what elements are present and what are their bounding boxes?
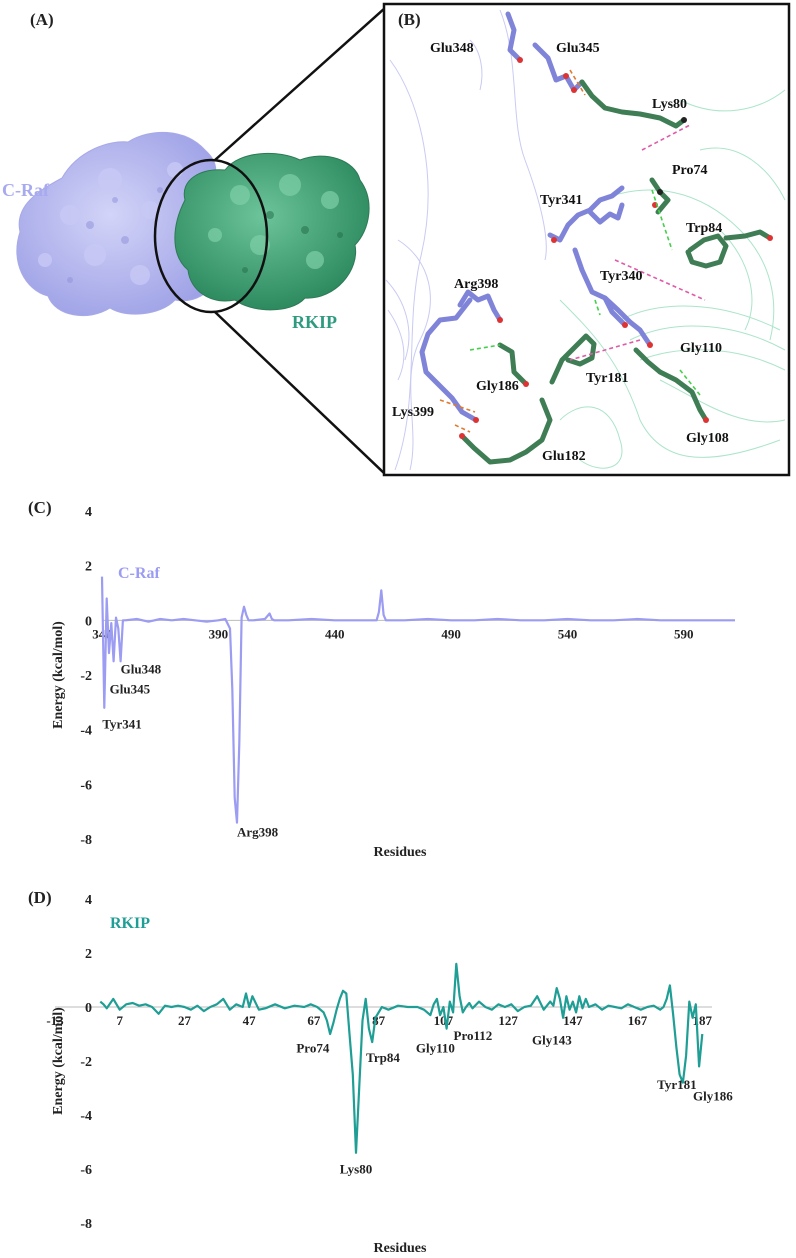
panel-b-label: (B) xyxy=(398,10,421,29)
residue-label-gly108: Gly108 xyxy=(686,431,729,446)
craf-surface-label: C-Raf xyxy=(2,180,49,200)
chart-d-y-tick-label: 4 xyxy=(85,893,92,908)
chart-c-y-tick-label: -6 xyxy=(80,778,92,793)
residue-label-trp84: Trp84 xyxy=(686,221,722,236)
chart-d-y-tick-label: 0 xyxy=(85,1001,92,1016)
rkip-surface-label: RKIP xyxy=(292,312,337,332)
chart-d-annotation: Lys80 xyxy=(340,1162,373,1177)
residue-label-lys80: Lys80 xyxy=(652,97,687,112)
chart-d-x-tick-label: -13 xyxy=(46,1013,64,1028)
chart-d-x-tick-label: 7 xyxy=(116,1013,123,1028)
panel-c-label: (C) xyxy=(28,498,52,517)
chart-d-annotation: Gly143 xyxy=(532,1033,572,1048)
chart-d-x-tick-label: 167 xyxy=(628,1013,648,1028)
chart-c-y-tick-label: 2 xyxy=(85,560,92,575)
chart-d-title: RKIP xyxy=(110,915,150,932)
residue-label-lys399: Lys399 xyxy=(392,405,434,420)
panel-a-label: (A) xyxy=(30,10,54,29)
chart-c-x-tick-label: 590 xyxy=(674,626,694,641)
chart-c-y-axis-label: Energy (kcal/mol) xyxy=(51,621,66,729)
chart-d-annotation: Pro74 xyxy=(296,1041,329,1056)
chart-c-x-tick-label: 490 xyxy=(441,626,461,641)
chart-d-annotation: Gly110 xyxy=(416,1041,455,1056)
residue-label-glu182: Glu182 xyxy=(542,449,586,464)
residue-label-glu345: Glu345 xyxy=(556,41,600,56)
chart-d-y-tick-label: -8 xyxy=(80,1217,92,1232)
chart-c-series-line xyxy=(100,576,735,824)
chart-d-annotation: Pro112 xyxy=(454,1028,493,1043)
chart-c-y-tick-label: -4 xyxy=(80,724,92,739)
chart-d-y-tick-label: -6 xyxy=(80,1163,92,1178)
panel-d-label: (D) xyxy=(28,888,52,907)
panel-b-residue-labels: Glu348 Glu345 Lys80 Pro74 Tyr341 Trp84 A… xyxy=(392,41,729,464)
chart-c-x-axis-label: Residues xyxy=(374,845,427,860)
chart-c-annotation: Tyr341 xyxy=(102,717,141,732)
chart-d-y-tick-label: -4 xyxy=(80,1109,92,1124)
chart-c-y-tick-label: 4 xyxy=(85,505,92,520)
chart-d-annotation: Trp84 xyxy=(366,1050,400,1065)
interface-circle xyxy=(153,158,269,314)
chart-d-annotation: Gly186 xyxy=(693,1089,733,1104)
residue-label-arg398: Arg398 xyxy=(454,277,498,292)
chart-d: 420-2-4-6-8-13 7 27 47 67 87 107 127 147 167 187RK… xyxy=(46,893,733,1256)
residue-label-tyr340: Tyr340 xyxy=(600,269,643,284)
chart-d-x-axis-label: Residues xyxy=(374,1241,427,1256)
residue-label-pro74: Pro74 xyxy=(672,163,708,178)
chart-c-x-tick-label: 540 xyxy=(558,626,578,641)
chart-c-title: C-Raf xyxy=(118,565,160,582)
chart-c-y-tick-label: -2 xyxy=(80,669,92,684)
chart-c-x-tick-label: 390 xyxy=(209,626,229,641)
chart-d-x-tick-label: 27 xyxy=(178,1013,192,1028)
chart-c-y-tick-label: -8 xyxy=(80,833,92,848)
chart-d-x-tick-label: 47 xyxy=(243,1013,257,1028)
chart-c-annotation: Glu345 xyxy=(110,682,151,697)
chart-c-x-tick-label: 440 xyxy=(325,626,345,641)
chart-d-y-tick-label: 2 xyxy=(85,947,92,962)
residue-label-gly110: Gly110 xyxy=(680,341,722,356)
residue-label-tyr341: Tyr341 xyxy=(540,193,583,208)
chart-c-annotation: Glu348 xyxy=(121,661,162,676)
chart-c-annotation: Arg398 xyxy=(237,825,279,840)
residue-label-gly186: Gly186 xyxy=(476,379,519,394)
chart-d-annotation: Tyr181 xyxy=(657,1077,696,1092)
residue-label-tyr181: Tyr181 xyxy=(586,371,629,386)
chart-c-y-tick-label: 0 xyxy=(85,614,92,629)
residue-label-glu348: Glu348 xyxy=(430,41,474,56)
panels-ab-figure: Glu348 Glu345 Lys80 Pro74 Tyr341 Trp84 A… xyxy=(16,2,791,477)
rkip-surface xyxy=(174,152,370,311)
chart-d-x-tick-label: 147 xyxy=(563,1013,583,1028)
chart-d-y-axis-label: Energy (kcal/mol) xyxy=(51,1007,66,1115)
chart-d-x-tick-label: 67 xyxy=(307,1013,321,1028)
chart-d-series-line xyxy=(99,962,704,1154)
chart-d-x-tick-label: 127 xyxy=(498,1013,518,1028)
chart-d-y-tick-label: -2 xyxy=(80,1055,92,1070)
